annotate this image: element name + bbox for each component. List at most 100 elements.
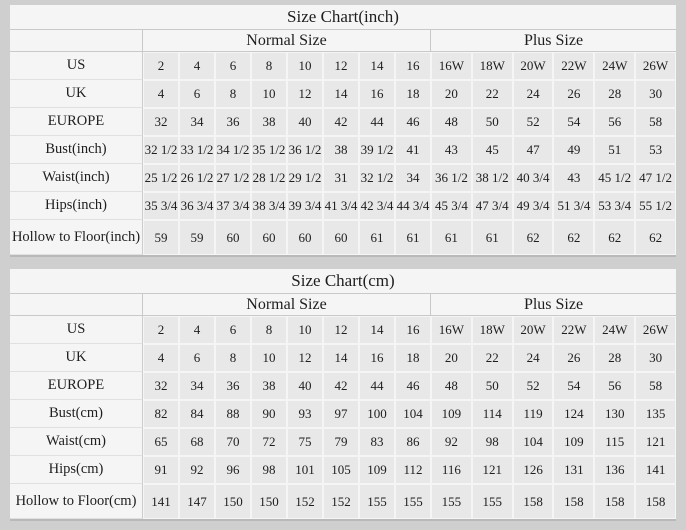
size-cell: 10	[251, 344, 287, 372]
size-cell: 147	[179, 484, 215, 519]
table-title: Size Chart(cm)	[10, 269, 676, 294]
size-cell: 43	[431, 136, 472, 164]
size-cell: 18	[395, 80, 431, 108]
size-cell: 61	[431, 220, 472, 255]
size-cell: 41 3/4	[323, 192, 359, 220]
size-cell: 38	[323, 136, 359, 164]
corner-cell	[10, 294, 143, 316]
size-cell: 32	[143, 108, 179, 136]
size-cell: 109	[553, 428, 595, 456]
corner-cell	[10, 30, 143, 52]
size-cell: 30	[635, 344, 676, 372]
size-cell: 10	[287, 52, 323, 80]
size-cell: 51 3/4	[553, 192, 595, 220]
size-cell: 53	[635, 136, 676, 164]
size-chart-cm-table: Size Chart(cm) Normal Size Plus Size US 2 4 6 8…	[10, 269, 676, 519]
size-cell: 55 1/2	[635, 192, 676, 220]
size-cell: 20W	[512, 52, 554, 80]
size-cell: 44	[359, 372, 395, 400]
size-cell: 2	[143, 316, 179, 344]
size-cell: 32	[143, 372, 179, 400]
size-cell: 116	[431, 456, 472, 484]
size-cell: 61	[395, 220, 431, 255]
size-cell: 47	[512, 136, 554, 164]
size-cell: 22	[471, 344, 513, 372]
size-cell: 131	[553, 456, 595, 484]
size-cell: 90	[251, 400, 287, 428]
size-cell: 70	[215, 428, 251, 456]
size-cell: 150	[251, 484, 287, 519]
size-cell: 12	[287, 80, 323, 108]
size-cell: 12	[323, 52, 359, 80]
size-cell: 42	[323, 372, 359, 400]
row-label: US	[10, 316, 143, 344]
size-cell: 33 1/2	[179, 136, 215, 164]
size-cell: 27 1/2	[215, 164, 251, 192]
size-cell: 101	[287, 456, 323, 484]
size-cell: 46	[395, 108, 431, 136]
column-group-row: Normal Size Plus Size	[10, 30, 676, 52]
size-cell: 158	[553, 484, 595, 519]
size-cell: 38 1/2	[471, 164, 513, 192]
size-cell: 26W	[635, 316, 676, 344]
size-cell: 16W	[431, 52, 472, 80]
size-cell: 40	[287, 108, 323, 136]
size-cell: 10	[251, 80, 287, 108]
row-label: Hips(cm)	[10, 456, 143, 484]
size-cell: 59	[179, 220, 215, 255]
size-cell: 36	[215, 108, 251, 136]
size-cell: 119	[512, 400, 554, 428]
row-label: EUROPE	[10, 372, 143, 400]
size-cell: 26W	[635, 52, 676, 80]
size-cell: 34 1/2	[215, 136, 251, 164]
table-row: Waist(cm) 65 68 70 72 75 79 83 86 92 98 104 109 115 12…	[10, 428, 676, 456]
table-row: Hollow to Floor(inch) 59 59 60 60 60 60 61 61 61 6…	[10, 220, 676, 255]
size-cell: 124	[553, 400, 595, 428]
size-cell: 20	[431, 344, 472, 372]
size-cell: 4	[179, 52, 215, 80]
size-cell: 8	[251, 316, 287, 344]
size-cell: 49	[553, 136, 595, 164]
size-cell: 6	[179, 344, 215, 372]
size-cell: 158	[594, 484, 636, 519]
row-label: US	[10, 52, 143, 80]
size-cell: 91	[143, 456, 179, 484]
size-cell: 50	[471, 108, 513, 136]
table-row: Bust(inch) 32 1/2 33 1/2 34 1/2 35 1/2 36 1/2…	[10, 136, 676, 164]
size-cell: 26 1/2	[179, 164, 215, 192]
size-cell: 52	[512, 372, 554, 400]
size-cell: 60	[287, 220, 323, 255]
size-cell: 18W	[471, 52, 513, 80]
size-cell: 75	[287, 428, 323, 456]
size-cell: 88	[215, 400, 251, 428]
size-cell: 28	[594, 80, 636, 108]
size-cell: 35 1/2	[251, 136, 287, 164]
size-cell: 36 1/2	[287, 136, 323, 164]
table-title-row: Size Chart(inch)	[10, 5, 676, 30]
size-cell: 34	[179, 108, 215, 136]
size-cell: 22W	[553, 52, 595, 80]
size-cell: 24W	[594, 316, 636, 344]
table-row: Hollow to Floor(cm) 141 147 150 150 152 152 155…	[10, 484, 676, 519]
size-cell: 18	[395, 344, 431, 372]
row-label: Hips(inch)	[10, 192, 143, 220]
size-cell: 14	[323, 344, 359, 372]
size-cell: 4	[143, 344, 179, 372]
size-cell: 52	[512, 108, 554, 136]
size-cell: 12	[287, 344, 323, 372]
row-label: Bust(cm)	[10, 400, 143, 428]
size-cell: 60	[251, 220, 287, 255]
size-cell: 62	[512, 220, 554, 255]
size-cell: 104	[395, 400, 431, 428]
table-title: Size Chart(inch)	[10, 5, 676, 30]
size-cell: 96	[215, 456, 251, 484]
size-cell: 47 3/4	[471, 192, 513, 220]
size-cell: 40	[287, 372, 323, 400]
size-cell: 152	[287, 484, 323, 519]
size-cell: 25 1/2	[143, 164, 179, 192]
size-cell: 45	[471, 136, 513, 164]
size-cell: 24	[512, 344, 554, 372]
size-cell: 44	[359, 108, 395, 136]
size-cell: 155	[471, 484, 513, 519]
size-cell: 14	[323, 80, 359, 108]
